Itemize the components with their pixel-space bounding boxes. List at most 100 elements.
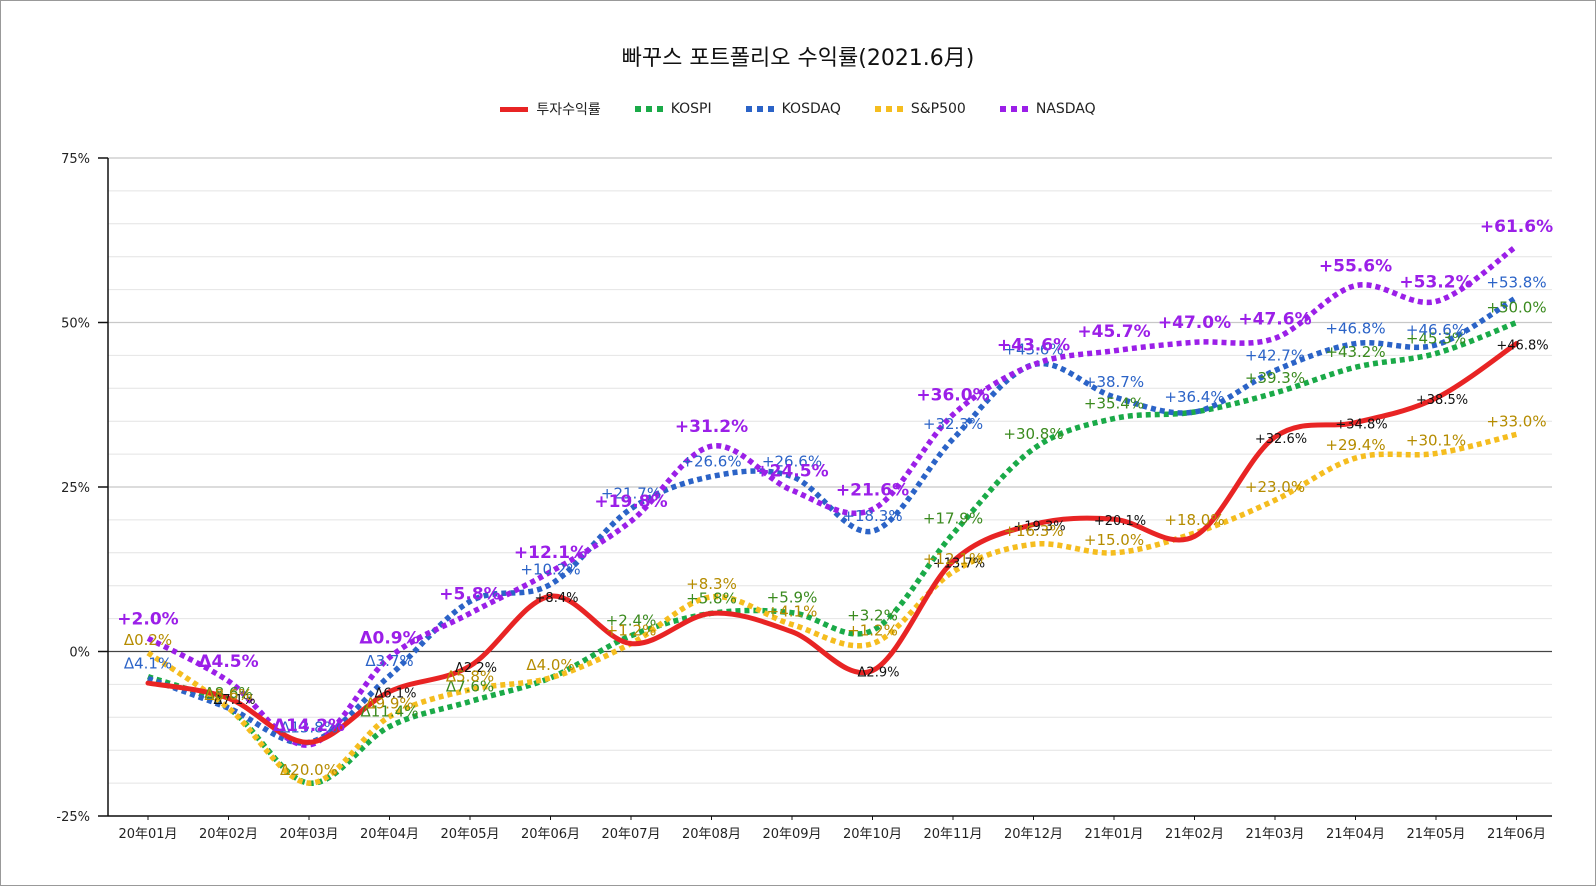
data-label: +30.8% [1003, 425, 1063, 443]
data-label: +36.0% [916, 386, 989, 406]
data-label: +61.6% [1480, 217, 1553, 237]
data-label: +32.3% [923, 415, 983, 433]
data-label: +43.2% [1325, 343, 1385, 361]
series-line-- [145, 341, 1519, 745]
data-label: +12.1% [514, 543, 587, 563]
legend-item: 투자수익률 [500, 99, 601, 119]
chart-legend: 투자수익률 KOSPI KOSDAQ S&P500 NASDAQ [0, 99, 1596, 119]
legend-label: 투자수익률 [536, 102, 601, 118]
y-tick-label: 25% [61, 481, 90, 496]
data-label: Δ11.4% [361, 703, 419, 721]
data-label: +50.0% [1486, 299, 1546, 317]
x-tick-label: 20年02月 [199, 827, 258, 842]
x-tick-label: 21年01月 [1084, 827, 1143, 842]
data-label: +32.6% [1255, 432, 1307, 447]
data-label: +43.6% [997, 336, 1070, 356]
data-label: +19.8% [594, 492, 667, 512]
data-label: +24.5% [755, 461, 828, 481]
data-label: Δ0.9% [359, 628, 419, 648]
x-tick-label: 20年08月 [682, 827, 741, 842]
data-label: +33.0% [1486, 412, 1546, 430]
data-label: +53.8% [1486, 273, 1546, 291]
data-label: +21.7% [601, 485, 661, 503]
data-label: Δ9.9% [365, 695, 413, 713]
data-label: Δ4.5% [198, 652, 258, 672]
x-tick-label: 20年11月 [923, 827, 982, 842]
x-tick-label: 21年03月 [1245, 827, 1304, 842]
x-tick-label: 21年04月 [1326, 827, 1385, 842]
data-label: +4.1% [767, 603, 818, 621]
data-label: +47.6% [1238, 309, 1311, 329]
x-tick-label: 20年05月 [440, 827, 499, 842]
data-label: +2.0% [117, 609, 178, 629]
data-label: +13.7% [933, 556, 985, 571]
data-label: +2.4% [606, 612, 657, 630]
data-label: +31.2% [675, 417, 748, 437]
data-label: +1.2% [847, 622, 898, 640]
data-label: +38.5% [1416, 393, 1468, 408]
data-label: +46.8% [1496, 339, 1548, 354]
x-tick-label: 21年02月 [1165, 827, 1224, 842]
data-label: Δ20.0% [280, 761, 338, 779]
data-label: +18.3% [842, 507, 902, 525]
data-label: +23.0% [1245, 478, 1305, 496]
x-tick-label: 21年06月 [1487, 827, 1546, 842]
data-label: +3.2% [847, 606, 898, 624]
data-label: Δ8.6% [204, 684, 252, 702]
x-tick-label: 20年07月 [601, 827, 660, 842]
data-label: +30.1% [1406, 431, 1466, 449]
data-label: Δ2.9% [858, 666, 900, 681]
data-label: +10.2% [520, 560, 580, 578]
data-label: +47.0% [1158, 313, 1231, 333]
data-label: Δ3.7% [365, 652, 413, 670]
legend-item: KOSDAQ [745, 99, 841, 119]
data-label: +45.7% [1077, 322, 1150, 342]
x-tick-label: 20年09月 [762, 827, 821, 842]
legend-label: KOSDAQ [781, 101, 841, 117]
x-tick-label: 20年10月 [843, 827, 902, 842]
data-label: +26.6% [762, 452, 822, 470]
data-label: Δ7.1% [214, 693, 256, 708]
x-tick-label: 20年12月 [1004, 827, 1063, 842]
data-label: +5.8% [439, 584, 500, 604]
data-label: Δ4.0% [526, 656, 574, 674]
legend-label: KOSPI [670, 101, 712, 117]
data-label: +46.8% [1325, 320, 1385, 338]
series-line-nasdaq [146, 243, 1519, 748]
data-label: Δ7.6% [446, 678, 494, 696]
legend-item: KOSPI [634, 99, 712, 119]
y-tick-label: 0% [69, 646, 90, 661]
x-tick-label: 20年06月 [521, 827, 580, 842]
data-label: +34.8% [1335, 418, 1387, 433]
series-line-kosdaq [147, 295, 1518, 746]
series-line-kospi [146, 319, 1518, 786]
x-tick-label: 20年04月 [360, 827, 419, 842]
data-label: +12.1% [923, 550, 983, 568]
data-label: +16.3% [1003, 522, 1063, 540]
data-label: +26.6% [681, 452, 741, 470]
data-label: +35.4% [1084, 395, 1144, 413]
data-label: +5.9% [767, 589, 818, 607]
y-tick-label: -25% [56, 810, 90, 825]
data-label: +46.6% [1406, 321, 1466, 339]
x-tick-label: 21年05月 [1406, 827, 1465, 842]
data-label: Δ6.1% [375, 687, 417, 702]
data-label: +43.6% [1003, 341, 1063, 359]
data-label: Δ2.2% [455, 661, 497, 676]
data-label: +18.0% [1164, 511, 1224, 529]
legend-label: NASDAQ [1035, 101, 1096, 117]
legend-swatch [500, 106, 529, 112]
legend-item: NASDAQ [999, 99, 1096, 119]
y-tick-label: 75% [61, 152, 90, 167]
x-tick-label: 20年01月 [118, 827, 177, 842]
data-label: +8.3% [686, 575, 737, 593]
data-label: +19.3% [1013, 520, 1065, 535]
data-label: +39.3% [1245, 369, 1305, 387]
legend-swatch [874, 106, 903, 112]
data-label: Δ14.2% [273, 716, 345, 736]
chart-title: 빠꾸스 포트폴리오 수익률(2021.6月) [621, 46, 975, 71]
data-label: +38.7% [1084, 373, 1144, 391]
legend-swatch [745, 106, 774, 112]
